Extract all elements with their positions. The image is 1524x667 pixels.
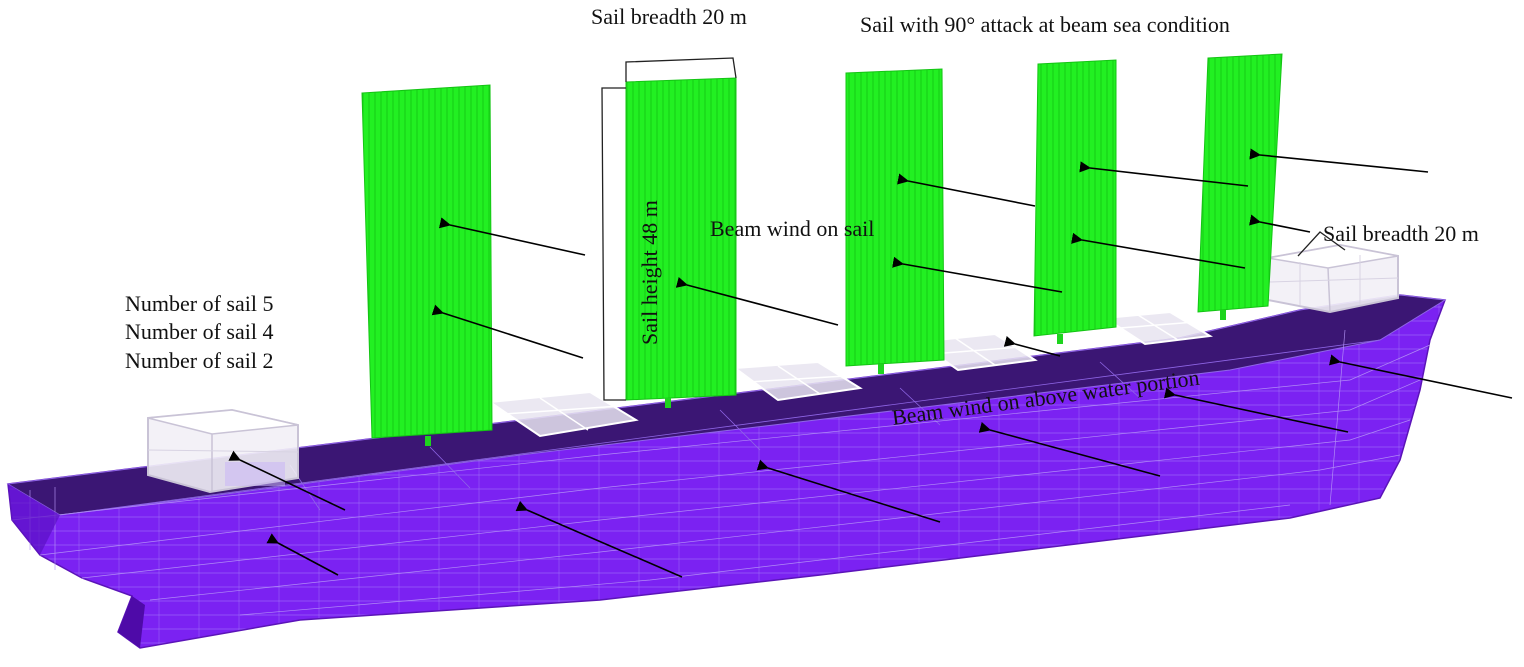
arrow (756, 459, 941, 523)
ship-hull (6, 294, 1447, 649)
fore-deckhouse (1267, 243, 1399, 314)
arrow (1249, 214, 1311, 233)
dimension-brackets (601, 57, 1346, 401)
sail-attack-label: Sail with 90° attack at beam sea conditi… (860, 12, 1230, 37)
aft-deckhouse (147, 408, 299, 494)
arrow (515, 500, 683, 578)
sail-breadth-bracket (625, 57, 737, 82)
sails (361, 53, 1283, 446)
ship-deck (6, 294, 1447, 516)
beam-wind-sail-label: Beam wind on sail (710, 216, 874, 241)
arrow (431, 304, 584, 359)
sail-1 (361, 84, 493, 446)
arrow (228, 450, 346, 511)
sail-height-label: Sail height 48 m (637, 200, 662, 345)
sail-count-2-label: Number of sail 2 (125, 348, 273, 373)
sail-breadth-label-right: Sail breadth 20 m (1323, 221, 1479, 246)
arrow (897, 173, 1036, 207)
arrow (675, 277, 839, 326)
sail-count-5-label: Number of sail 5 (125, 291, 273, 316)
wind-arrows (228, 148, 1513, 578)
sail-3 (845, 68, 945, 374)
sail-2 (625, 77, 737, 408)
arrow (892, 256, 1063, 293)
sail-height-bracket (601, 87, 626, 401)
sail-count-4-label: Number of sail 4 (125, 319, 273, 344)
arrow (1328, 354, 1513, 399)
arrow (266, 533, 339, 576)
arrow (438, 217, 586, 256)
arrow (1249, 148, 1429, 173)
arrow (1003, 335, 1061, 357)
sail-breadth-bracket-right (1297, 231, 1346, 257)
arrow (1079, 161, 1249, 187)
arrow (978, 421, 1161, 477)
arrow (1071, 232, 1246, 269)
sail-4 (1033, 59, 1117, 344)
sail-breadth-label-top: Sail breadth 20 m (591, 4, 747, 29)
arrow (1163, 387, 1349, 433)
sail-5 (1197, 53, 1283, 320)
